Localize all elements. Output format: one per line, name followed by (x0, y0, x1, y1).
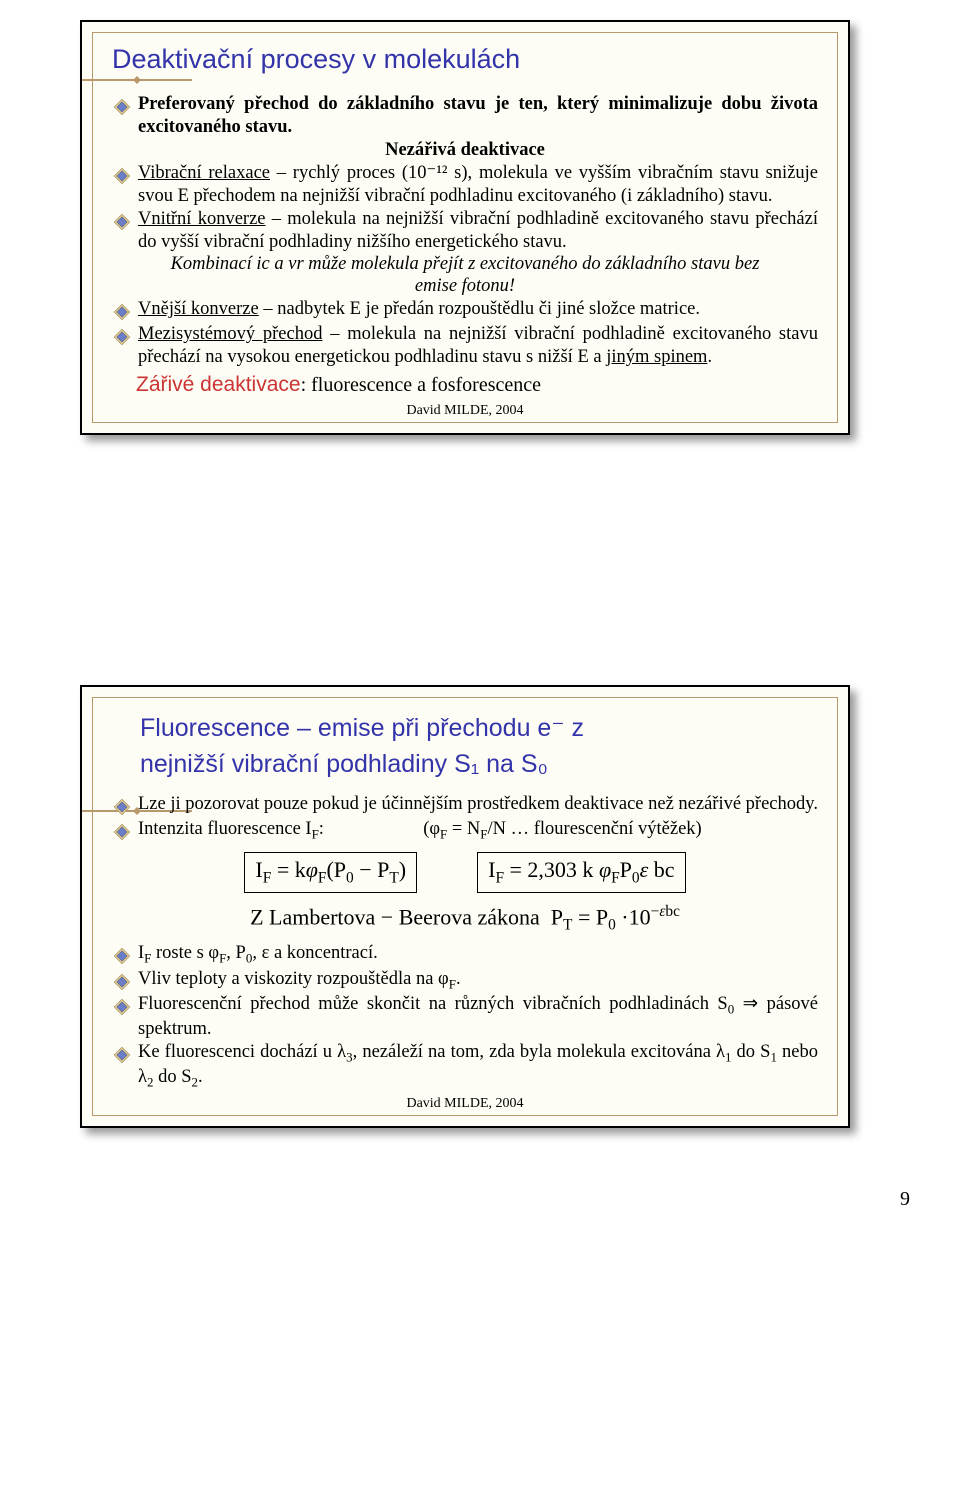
italic-note-2: emise fotonu! (112, 276, 818, 297)
bullet-item: Intenzita fluorescence IF: (φF = NF/N … … (112, 818, 818, 842)
sub-heading: Nezářivá deaktivace (112, 140, 818, 161)
equation-2: IF = 2,303 k φFP0ε bc (477, 852, 685, 892)
diamond-bullet-icon (112, 166, 132, 186)
bullet-item: Lze ji pozorovat pouze pokud je účinnějš… (112, 793, 818, 817)
b1-text: Lze ji pozorovat pouze pokud je účinnějš… (138, 793, 818, 816)
slide-footer: David MILDE, 2004 (112, 1096, 818, 1112)
diamond-bullet-icon (112, 302, 132, 322)
diamond-bullet-icon (112, 212, 132, 232)
bullet-item: Preferovaný přechod do základního stavu … (112, 93, 818, 138)
slide-title-l1: Fluorescence – emise při přechodu e⁻ z (140, 713, 818, 744)
diamond-bullet-icon (112, 972, 132, 992)
bullet-item: Mezisystémový přechod – molekula na nejn… (112, 323, 818, 368)
decor-line-icon (82, 76, 192, 84)
intro-text: Preferovaný přechod do základního stavu … (138, 94, 818, 137)
gap (0, 495, 960, 665)
bullet-item: Vnitřní konverze – molekula na nejnižší … (112, 208, 818, 253)
b2-lead: Intenzita fluorescence I (138, 819, 312, 839)
b2-note: (φF = NF/N … flourescenční výtěžek) (423, 819, 702, 839)
diamond-bullet-icon (112, 327, 132, 347)
bullet-item: Ke fluorescenci dochází u λ3, nezáleží n… (112, 1041, 818, 1090)
slide-2: Fluorescence – emise při přechodu e⁻ z n… (80, 685, 850, 1129)
slide-footer: David MILDE, 2004 (112, 403, 818, 419)
equation-3: Z Lambertova − Beerova zákona PT = P0 ·1… (112, 903, 818, 935)
equation-1: IF = kφF(P0 − PT) (244, 852, 417, 892)
lead: Vnitřní konverze (138, 209, 266, 229)
end: . (707, 347, 712, 367)
red-rest: : fluorescence a fosforescence (301, 374, 541, 396)
b6-text: Ke fluorescenci dochází u λ3, nezáleží n… (138, 1041, 818, 1090)
diamond-bullet-icon (112, 946, 132, 966)
b5-text: Fluorescenční přechod může skončit na rů… (138, 993, 818, 1040)
italic-note-1: Kombinací ic a vr může molekula přejít z… (112, 254, 818, 275)
tail: jiným spinem (606, 347, 707, 367)
bullet-item: Vibrační relaxace – rychlý proces (10⁻¹²… (112, 162, 818, 207)
slide-1: Deaktivační procesy v molekulách Prefero… (80, 20, 850, 435)
bullet-item: Vliv teploty a viskozity rozpouštědla na… (112, 968, 818, 992)
b2-colon: : (319, 819, 324, 839)
diamond-bullet-icon (112, 97, 132, 117)
b2-sub: F (312, 826, 319, 841)
slide-title: Deaktivační procesy v molekulách (112, 44, 818, 75)
page-number: 9 (0, 1188, 960, 1211)
equation-row: IF = kφF(P0 − PT) IF = 2,303 k φFP0ε bc (112, 852, 818, 892)
diamond-bullet-icon (112, 797, 132, 817)
diamond-bullet-icon (112, 822, 132, 842)
b4-text: Vliv teploty a viskozity rozpouštědla na… (138, 968, 818, 992)
rest: – nadbytek E je předán rozpouštědlu či j… (259, 299, 700, 319)
lead: Mezisystémový přechod (138, 324, 322, 344)
lead: Vibrační relaxace (138, 163, 270, 183)
red-heading: Zářivé deaktivace: fluorescence a fosfor… (136, 373, 818, 397)
diamond-bullet-icon (112, 997, 132, 1017)
diamond-bullet-icon (112, 1045, 132, 1065)
bullet-item: Vnější konverze – nadbytek E je předán r… (112, 298, 818, 322)
b3-text: IF roste s φF, P0, ε a koncentrací. (138, 942, 818, 966)
red-lead: Zářivé deaktivace (136, 373, 301, 396)
lead: Vnější konverze (138, 299, 259, 319)
bullet-item: IF roste s φF, P0, ε a koncentrací. (112, 942, 818, 966)
bullet-item: Fluorescenční přechod může skončit na rů… (112, 993, 818, 1040)
slide-title-l2: nejnižší vibrační podhladiny S₁ na S₀ (140, 750, 818, 779)
b2-text: Intenzita fluorescence IF: (φF = NF/N … … (138, 818, 818, 842)
